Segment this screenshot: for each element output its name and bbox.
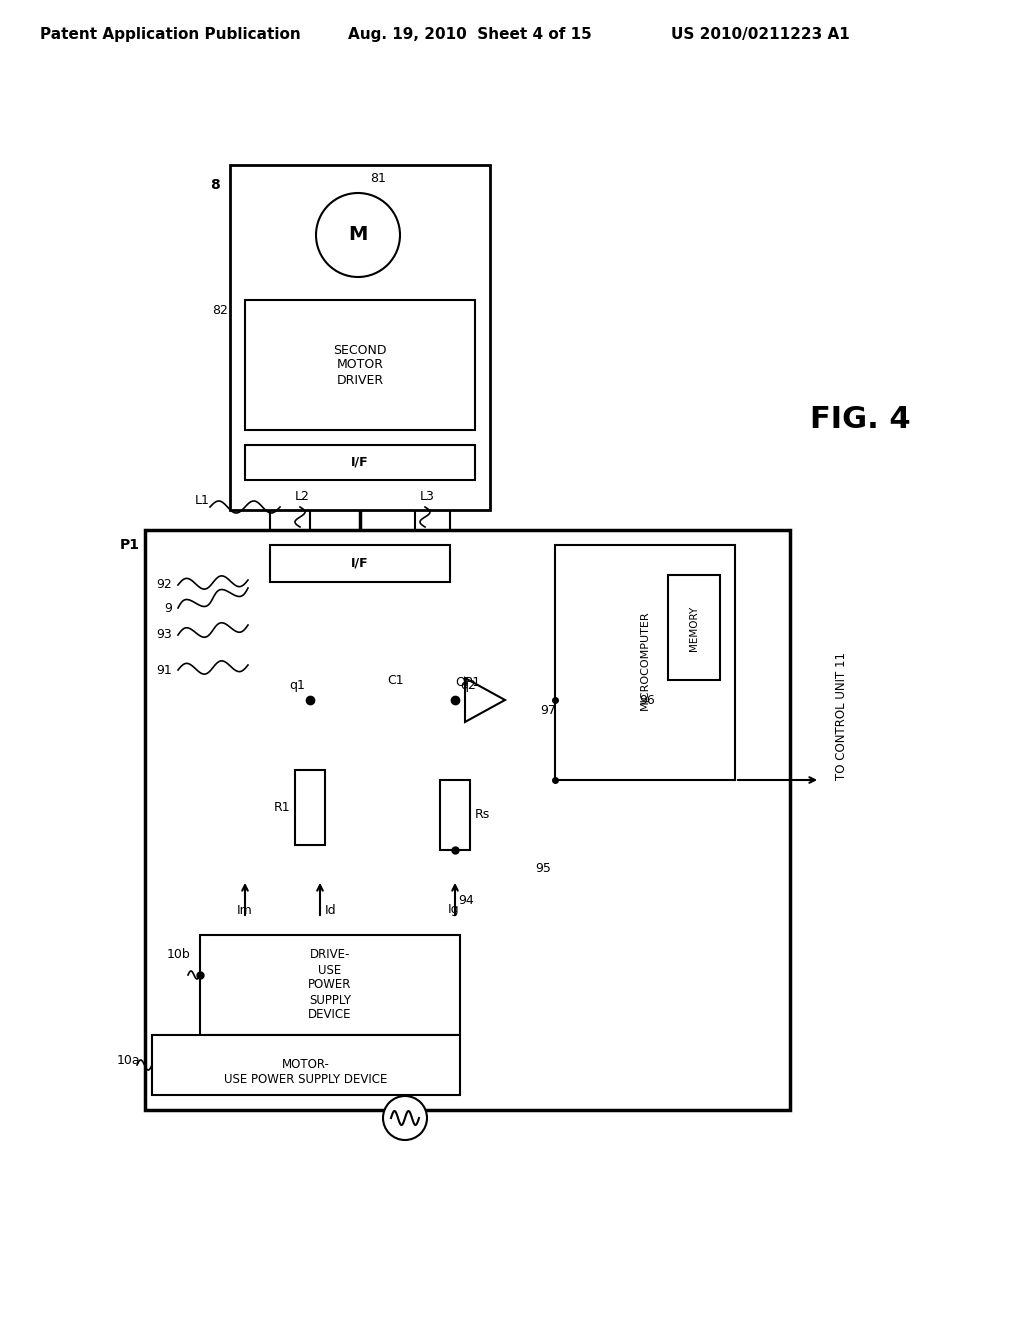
Text: 93: 93 xyxy=(157,628,172,642)
Text: Ig: Ig xyxy=(449,903,460,916)
Text: 95: 95 xyxy=(535,862,551,874)
Text: 10b: 10b xyxy=(166,949,190,961)
Text: MEMORY: MEMORY xyxy=(689,606,699,651)
Text: OP1: OP1 xyxy=(455,676,480,689)
Text: 92: 92 xyxy=(157,578,172,591)
Text: Rs: Rs xyxy=(475,808,490,821)
Text: 91: 91 xyxy=(157,664,172,676)
Text: I/F: I/F xyxy=(351,557,369,569)
Text: 94: 94 xyxy=(458,894,474,907)
Text: q1: q1 xyxy=(289,678,305,692)
Text: 81: 81 xyxy=(370,172,386,185)
Text: 96: 96 xyxy=(639,693,655,706)
Text: DRIVE-
USE
POWER
SUPPLY
DEVICE: DRIVE- USE POWER SUPPLY DEVICE xyxy=(308,949,352,1022)
Text: SECOND
MOTOR
DRIVER: SECOND MOTOR DRIVER xyxy=(333,343,387,387)
Text: M: M xyxy=(348,226,368,244)
Text: 97: 97 xyxy=(540,704,556,717)
Text: US 2010/0211223 A1: US 2010/0211223 A1 xyxy=(671,28,849,42)
Text: I/F: I/F xyxy=(351,455,369,469)
Text: P1: P1 xyxy=(120,539,140,552)
Text: L2: L2 xyxy=(295,491,310,503)
FancyBboxPatch shape xyxy=(270,545,450,582)
Text: 10a: 10a xyxy=(117,1053,140,1067)
Text: Patent Application Publication: Patent Application Publication xyxy=(40,28,300,42)
Text: FIG. 4: FIG. 4 xyxy=(810,405,910,434)
FancyBboxPatch shape xyxy=(440,780,470,850)
FancyBboxPatch shape xyxy=(245,300,475,430)
Text: C1: C1 xyxy=(388,673,404,686)
Text: Aug. 19, 2010  Sheet 4 of 15: Aug. 19, 2010 Sheet 4 of 15 xyxy=(348,28,592,42)
Circle shape xyxy=(383,1096,427,1140)
FancyBboxPatch shape xyxy=(200,935,460,1035)
Text: 9: 9 xyxy=(164,602,172,615)
Text: q2: q2 xyxy=(460,678,476,692)
FancyBboxPatch shape xyxy=(145,531,790,1110)
Text: R1: R1 xyxy=(273,801,290,814)
FancyBboxPatch shape xyxy=(668,576,720,680)
FancyBboxPatch shape xyxy=(230,165,490,510)
Text: MICROCOMPUTER: MICROCOMPUTER xyxy=(640,610,650,710)
FancyBboxPatch shape xyxy=(555,545,735,780)
FancyBboxPatch shape xyxy=(152,1035,460,1096)
Text: Id: Id xyxy=(325,903,337,916)
Text: TO CONTROL UNIT 11: TO CONTROL UNIT 11 xyxy=(835,652,848,780)
Text: 8: 8 xyxy=(210,178,220,191)
Circle shape xyxy=(316,193,400,277)
Text: MOTOR-
USE POWER SUPPLY DEVICE: MOTOR- USE POWER SUPPLY DEVICE xyxy=(224,1059,388,1086)
FancyBboxPatch shape xyxy=(245,445,475,480)
Text: L1: L1 xyxy=(195,494,210,507)
Text: L3: L3 xyxy=(420,491,435,503)
Text: 82: 82 xyxy=(212,304,228,317)
Text: Im: Im xyxy=(238,903,253,916)
FancyBboxPatch shape xyxy=(295,770,325,845)
